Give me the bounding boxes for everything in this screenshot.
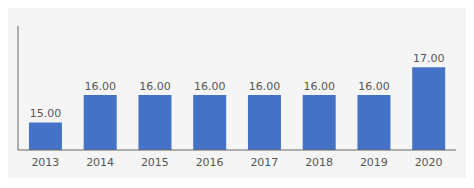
svg-text:16.00: 16.00	[139, 80, 171, 93]
svg-text:15.00: 15.00	[30, 107, 62, 120]
svg-text:16.00: 16.00	[249, 80, 281, 93]
svg-text:2019: 2019	[360, 156, 388, 169]
svg-text:16.00: 16.00	[84, 80, 116, 93]
svg-text:2017: 2017	[250, 156, 278, 169]
svg-text:16.00: 16.00	[194, 80, 226, 93]
svg-text:17.00: 17.00	[413, 52, 445, 65]
svg-text:2016: 2016	[196, 156, 224, 169]
svg-text:2020: 2020	[415, 156, 443, 169]
svg-text:2018: 2018	[305, 156, 333, 169]
svg-text:2014: 2014	[86, 156, 114, 169]
svg-text:16.00: 16.00	[358, 80, 390, 93]
svg-text:2013: 2013	[31, 156, 59, 169]
svg-text:16.00: 16.00	[303, 80, 335, 93]
svg-text:2015: 2015	[141, 156, 169, 169]
